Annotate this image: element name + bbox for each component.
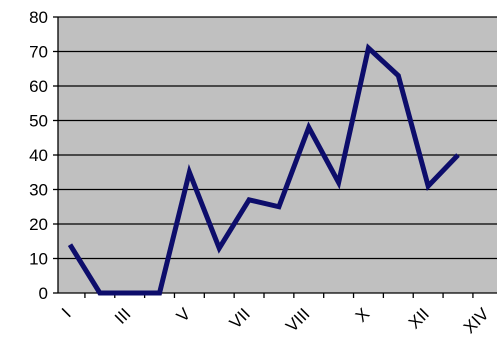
x-tick-label: X	[352, 304, 373, 325]
y-tick-label: 10	[29, 250, 48, 269]
x-tick-label: XIV	[460, 304, 493, 337]
y-tick-label: 60	[29, 77, 48, 96]
y-tick-label: 50	[29, 112, 48, 131]
y-tick-label: 80	[29, 8, 48, 27]
x-tick-label: VIII	[282, 304, 313, 335]
x-tick-label: I	[58, 304, 75, 321]
x-tick-label: V	[173, 304, 195, 326]
y-tick-label: 70	[29, 43, 48, 62]
y-tick-label: 30	[29, 181, 48, 200]
y-tick-label: 0	[39, 284, 48, 303]
y-tick-label: 20	[29, 215, 48, 234]
y-axis: 0 10 20 30 40 50 60 70 80	[29, 8, 59, 303]
x-tick-label: XII	[405, 304, 433, 332]
x-axis: I III V VII VIII X XII XIV	[58, 292, 497, 337]
series-line	[67, 43, 460, 296]
series-layer	[67, 43, 460, 296]
x-tick-label: VII	[226, 304, 254, 332]
x-tick-label: III	[111, 304, 134, 327]
gridlines	[58, 16, 497, 260]
y-tick-label: 40	[29, 146, 48, 165]
